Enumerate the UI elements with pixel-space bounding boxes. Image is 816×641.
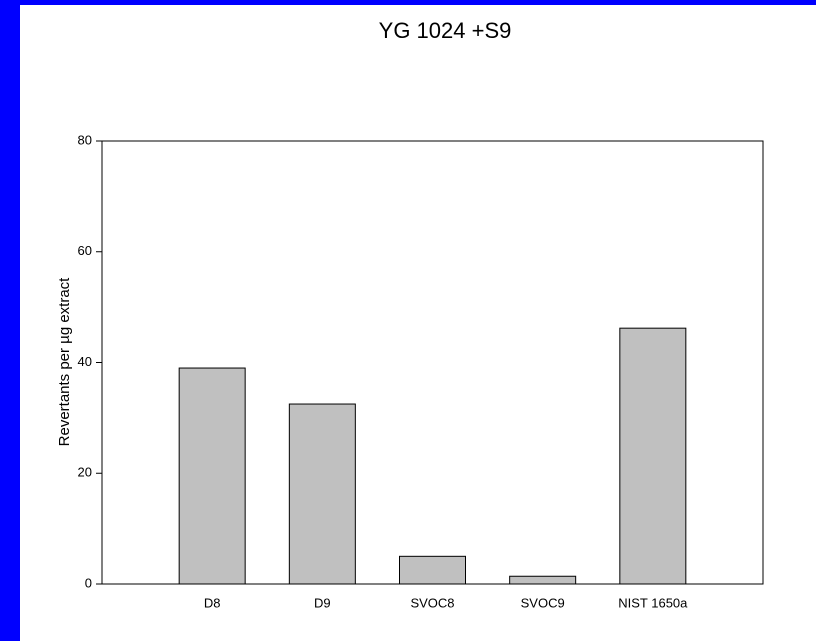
x-tick-label: NIST 1650a [618, 595, 688, 610]
y-axis-title: Revertants per µg extract [56, 277, 73, 447]
y-tick-label: 40 [78, 354, 92, 369]
chart-background [20, 5, 816, 641]
y-tick-label: 0 [85, 575, 92, 590]
bar [509, 575, 577, 585]
x-tick-label: SVOC9 [521, 595, 565, 610]
bar [619, 327, 687, 585]
bar [399, 555, 466, 585]
x-tick-label: SVOC8 [410, 595, 454, 610]
x-tick-label: D8 [204, 595, 221, 610]
bar [288, 403, 356, 585]
y-tick-label: 80 [78, 132, 92, 147]
y-tick-label: 20 [78, 465, 92, 480]
x-tick-label: D9 [314, 595, 331, 610]
y-tick-label: 60 [78, 243, 92, 258]
bar [178, 367, 246, 585]
chart-title: YG 1024 +S9 [379, 18, 512, 43]
